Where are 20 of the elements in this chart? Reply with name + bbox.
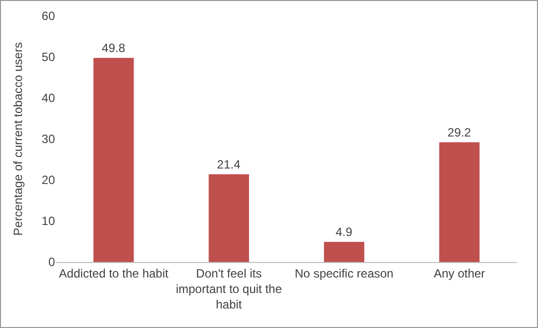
x-tick-label: Addicted to the habit (58, 266, 169, 280)
data-label: 29.2 (448, 125, 472, 140)
bar (324, 242, 364, 262)
y-tick-label: 0 (48, 255, 56, 270)
x-tick-label: Don't feel its important to quit the habit (176, 266, 282, 312)
data-label: 4.9 (336, 224, 353, 239)
y-tick-label: 50 (42, 50, 56, 64)
y-tick-label: 10 (42, 214, 56, 228)
y-tick-label: 20 (42, 173, 56, 188)
bar (93, 58, 134, 262)
bar (439, 142, 480, 262)
y-tick-label: 60 (42, 9, 56, 24)
x-tick-label: Any other (434, 266, 486, 280)
y-tick-label: 30 (42, 132, 56, 146)
y-axis-title: Percentage of current tobacco users (11, 42, 25, 236)
bar (208, 174, 250, 262)
data-label: 49.8 (102, 40, 126, 55)
y-tick-label: 40 (42, 91, 56, 106)
x-tick-label: No specific reason (294, 266, 394, 280)
data-label: 21.4 (217, 157, 241, 172)
